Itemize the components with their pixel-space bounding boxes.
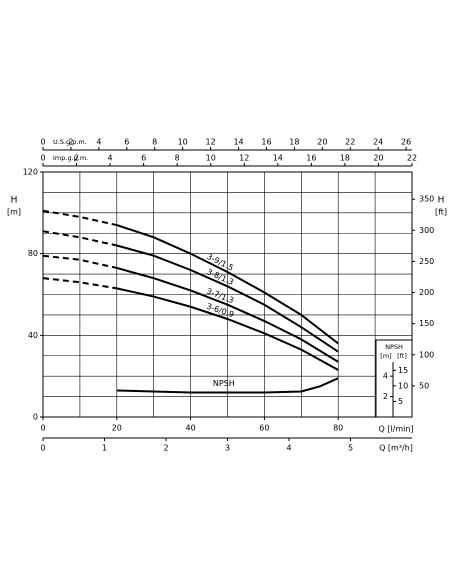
y-tick-label: 80 — [28, 249, 38, 258]
top-axis-label: U.S.g.p.m. — [53, 138, 87, 146]
x-tick-label: 80 — [333, 424, 343, 433]
y-tick-label: 120 — [23, 168, 38, 177]
x-tick-label: 40 — [186, 424, 196, 433]
m3h-tick-label: 5 — [348, 444, 353, 453]
npsh-curve — [116, 377, 339, 394]
y-tick-label: 40 — [28, 331, 38, 340]
top-tick-label: 24 — [373, 138, 383, 147]
npsh-tick-label: 4 — [383, 372, 388, 381]
x-tick-label: 60 — [259, 424, 269, 433]
top-tick-label: 14 — [233, 138, 243, 147]
curve — [116, 287, 339, 371]
top-tick-label: 2 — [68, 138, 73, 147]
top-tick-label: 26 — [401, 138, 411, 147]
ft-tick-label: 200 — [419, 288, 434, 297]
y-axis-unit: [m] — [7, 208, 21, 217]
npsh-ft-tick-label: 5 — [398, 397, 403, 406]
top-axis-label: Imp.g.p.m. — [53, 154, 88, 162]
curve-extrapolated — [42, 277, 117, 290]
ft-tick-label: 300 — [419, 226, 434, 235]
m3h-tick-label: 0 — [40, 444, 45, 453]
top-tick-label: 4 — [108, 154, 113, 163]
top-tick-label: 16 — [261, 138, 271, 147]
curve — [116, 244, 339, 353]
curve — [116, 266, 339, 363]
ft-tick-label: 250 — [419, 257, 434, 266]
npsh-ft-tick-label: 15 — [398, 366, 408, 375]
x-tick-label: 0 — [40, 424, 45, 433]
top-tick-label: 6 — [141, 154, 146, 163]
top-tick-label: 10 — [206, 154, 216, 163]
m3h-tick-label: 3 — [225, 444, 230, 453]
top-tick-label: 10 — [178, 138, 188, 147]
x-tick-label: 20 — [112, 424, 122, 433]
npsh-inset-title: NPSH — [385, 343, 403, 351]
top-tick-label: 18 — [340, 154, 350, 163]
m3h-axis-label: Q [m³/h] — [379, 444, 413, 453]
top-tick-label: 12 — [239, 154, 249, 163]
top-tick-label: 20 — [317, 138, 327, 147]
m3h-tick-label: 1 — [102, 444, 107, 453]
top-tick-label: 22 — [407, 154, 417, 163]
top-tick-label: 12 — [206, 138, 216, 147]
ft-tick-label: 50 — [419, 381, 429, 390]
curve — [116, 224, 339, 345]
m3h-tick-label: 2 — [163, 444, 168, 453]
top-tick-label: 8 — [175, 154, 180, 163]
ft-axis-unit: [ft] — [435, 208, 447, 217]
npsh-ft-tick-label: 10 — [398, 381, 408, 390]
npsh-ft-unit: [ft] — [397, 352, 407, 360]
curve-extrapolated — [42, 209, 118, 227]
npsh-label: NPSH — [213, 379, 235, 388]
npsh-tick-label: 2 — [383, 392, 388, 401]
curve-extrapolated — [42, 254, 118, 269]
top-tick-label: 16 — [306, 154, 316, 163]
top-tick-label: 0 — [40, 154, 45, 163]
curve-extrapolated — [42, 230, 118, 247]
top-tick-label: 14 — [273, 154, 283, 163]
npsh-m-unit: [m] — [380, 352, 391, 360]
ft-tick-label: 100 — [419, 350, 434, 359]
ft-tick-label: 150 — [419, 319, 434, 328]
ft-axis-label: H — [438, 196, 445, 206]
top-tick-label: 0 — [40, 138, 45, 147]
top-tick-label: 4 — [96, 138, 101, 147]
top-tick-label: 18 — [289, 138, 299, 147]
top-tick-label: 2 — [74, 154, 79, 163]
y-axis-label: H — [11, 196, 18, 206]
top-tick-label: 8 — [152, 138, 157, 147]
m3h-tick-label: 4 — [286, 444, 291, 453]
x-axis-label: Q [l/min] — [378, 425, 413, 434]
ft-tick-label: 350 — [419, 195, 434, 204]
npsh-inset — [375, 339, 413, 418]
top-tick-label: 20 — [373, 154, 383, 163]
top-tick-label: 22 — [345, 138, 355, 147]
top-tick-label: 6 — [124, 138, 129, 147]
y-tick-label: 0 — [33, 413, 38, 422]
